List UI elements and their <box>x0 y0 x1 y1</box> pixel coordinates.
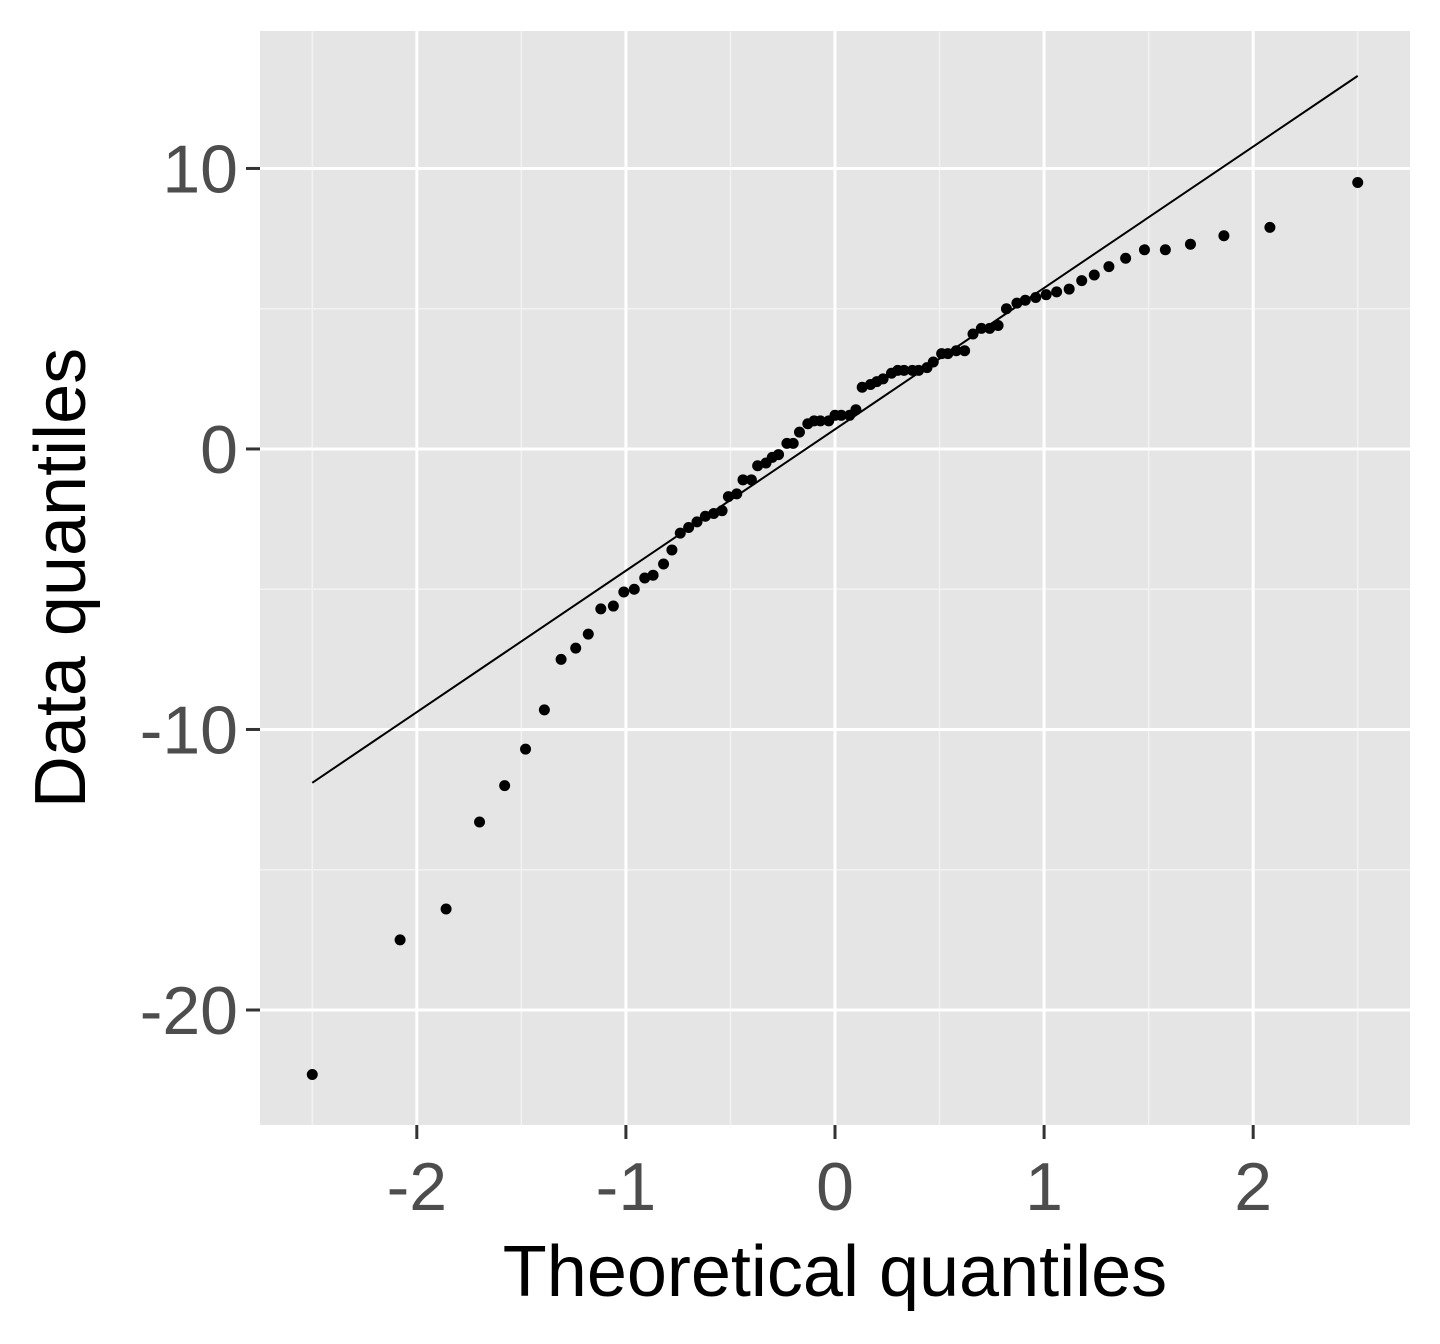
data-point <box>394 934 406 946</box>
data-point <box>708 507 720 519</box>
data-point <box>913 364 925 376</box>
data-point <box>683 522 695 534</box>
data-point <box>618 586 630 598</box>
data-point <box>474 816 486 828</box>
data-point <box>793 426 805 438</box>
data-point <box>647 569 659 581</box>
data-point <box>716 505 728 517</box>
major-gridlines <box>260 31 1410 1125</box>
x-tick-label: 0 <box>816 1149 854 1225</box>
y-axis-ticks: -20 -10 0 10 <box>140 131 260 1049</box>
data-point <box>984 322 996 334</box>
data-point <box>699 510 711 522</box>
data-point <box>773 449 785 461</box>
x-tick-label: 2 <box>1234 1149 1272 1225</box>
data-point <box>850 404 862 416</box>
data-point <box>737 474 749 486</box>
y-tick-label: -20 <box>140 973 238 1049</box>
data-point <box>1063 283 1075 295</box>
y-tick-label: 10 <box>162 131 238 207</box>
data-point <box>950 345 962 357</box>
data-point <box>731 488 743 500</box>
data-point <box>1019 294 1031 306</box>
data-point <box>499 780 511 792</box>
data-point <box>722 491 734 503</box>
reference-line <box>311 75 1359 784</box>
x-tick-label: 1 <box>1025 1149 1063 1225</box>
data-point <box>1218 230 1230 242</box>
x-axis-ticks: -2 -1 0 1 2 <box>387 1125 1272 1225</box>
data-point <box>306 1069 318 1081</box>
data-point <box>992 320 1004 332</box>
data-point <box>538 704 550 716</box>
x-tick-label: -1 <box>596 1149 656 1225</box>
data-point <box>1076 275 1088 287</box>
data-point <box>814 415 826 427</box>
data-point <box>835 409 847 421</box>
y-axis-title: Data quantiles <box>21 348 101 808</box>
reference-line-layer <box>311 75 1359 784</box>
data-point <box>1051 286 1063 298</box>
data-point <box>595 603 607 615</box>
data-point <box>607 600 619 612</box>
data-point <box>1184 238 1196 250</box>
data-point <box>674 527 686 539</box>
data-point <box>1264 221 1276 233</box>
data-point <box>1120 252 1132 264</box>
data-point <box>1138 244 1150 256</box>
data-point <box>639 572 651 584</box>
data-point <box>1030 291 1042 303</box>
data-point <box>691 516 703 528</box>
data-point <box>787 437 799 449</box>
minor-gridlines <box>260 31 1410 1125</box>
x-axis-title: Theoretical quantiles <box>503 1232 1167 1312</box>
data-point <box>1000 303 1012 315</box>
data-point <box>856 381 868 393</box>
data-point <box>1103 261 1115 273</box>
data-point <box>1352 176 1364 188</box>
data-point <box>555 653 567 665</box>
data-point <box>658 558 670 570</box>
data-point <box>1088 269 1100 281</box>
y-tick-label: 0 <box>200 412 238 488</box>
data-point <box>628 583 640 595</box>
data-point <box>745 474 757 486</box>
data-point <box>1040 289 1052 301</box>
data-point <box>877 373 889 385</box>
x-tick-label: -2 <box>387 1149 447 1225</box>
data-point <box>942 348 954 360</box>
data-point <box>959 345 971 357</box>
data-point <box>1159 244 1171 256</box>
data-point <box>927 356 939 368</box>
data-point <box>975 322 987 334</box>
data-points <box>306 176 1364 1081</box>
data-point <box>570 642 582 654</box>
data-point <box>898 364 910 376</box>
data-point <box>752 460 764 472</box>
data-point <box>440 903 452 915</box>
data-point <box>1011 297 1023 309</box>
y-tick-label: -10 <box>140 692 238 768</box>
data-point <box>666 544 678 556</box>
data-point <box>520 743 532 755</box>
data-point <box>582 628 594 640</box>
data-point <box>967 328 979 340</box>
